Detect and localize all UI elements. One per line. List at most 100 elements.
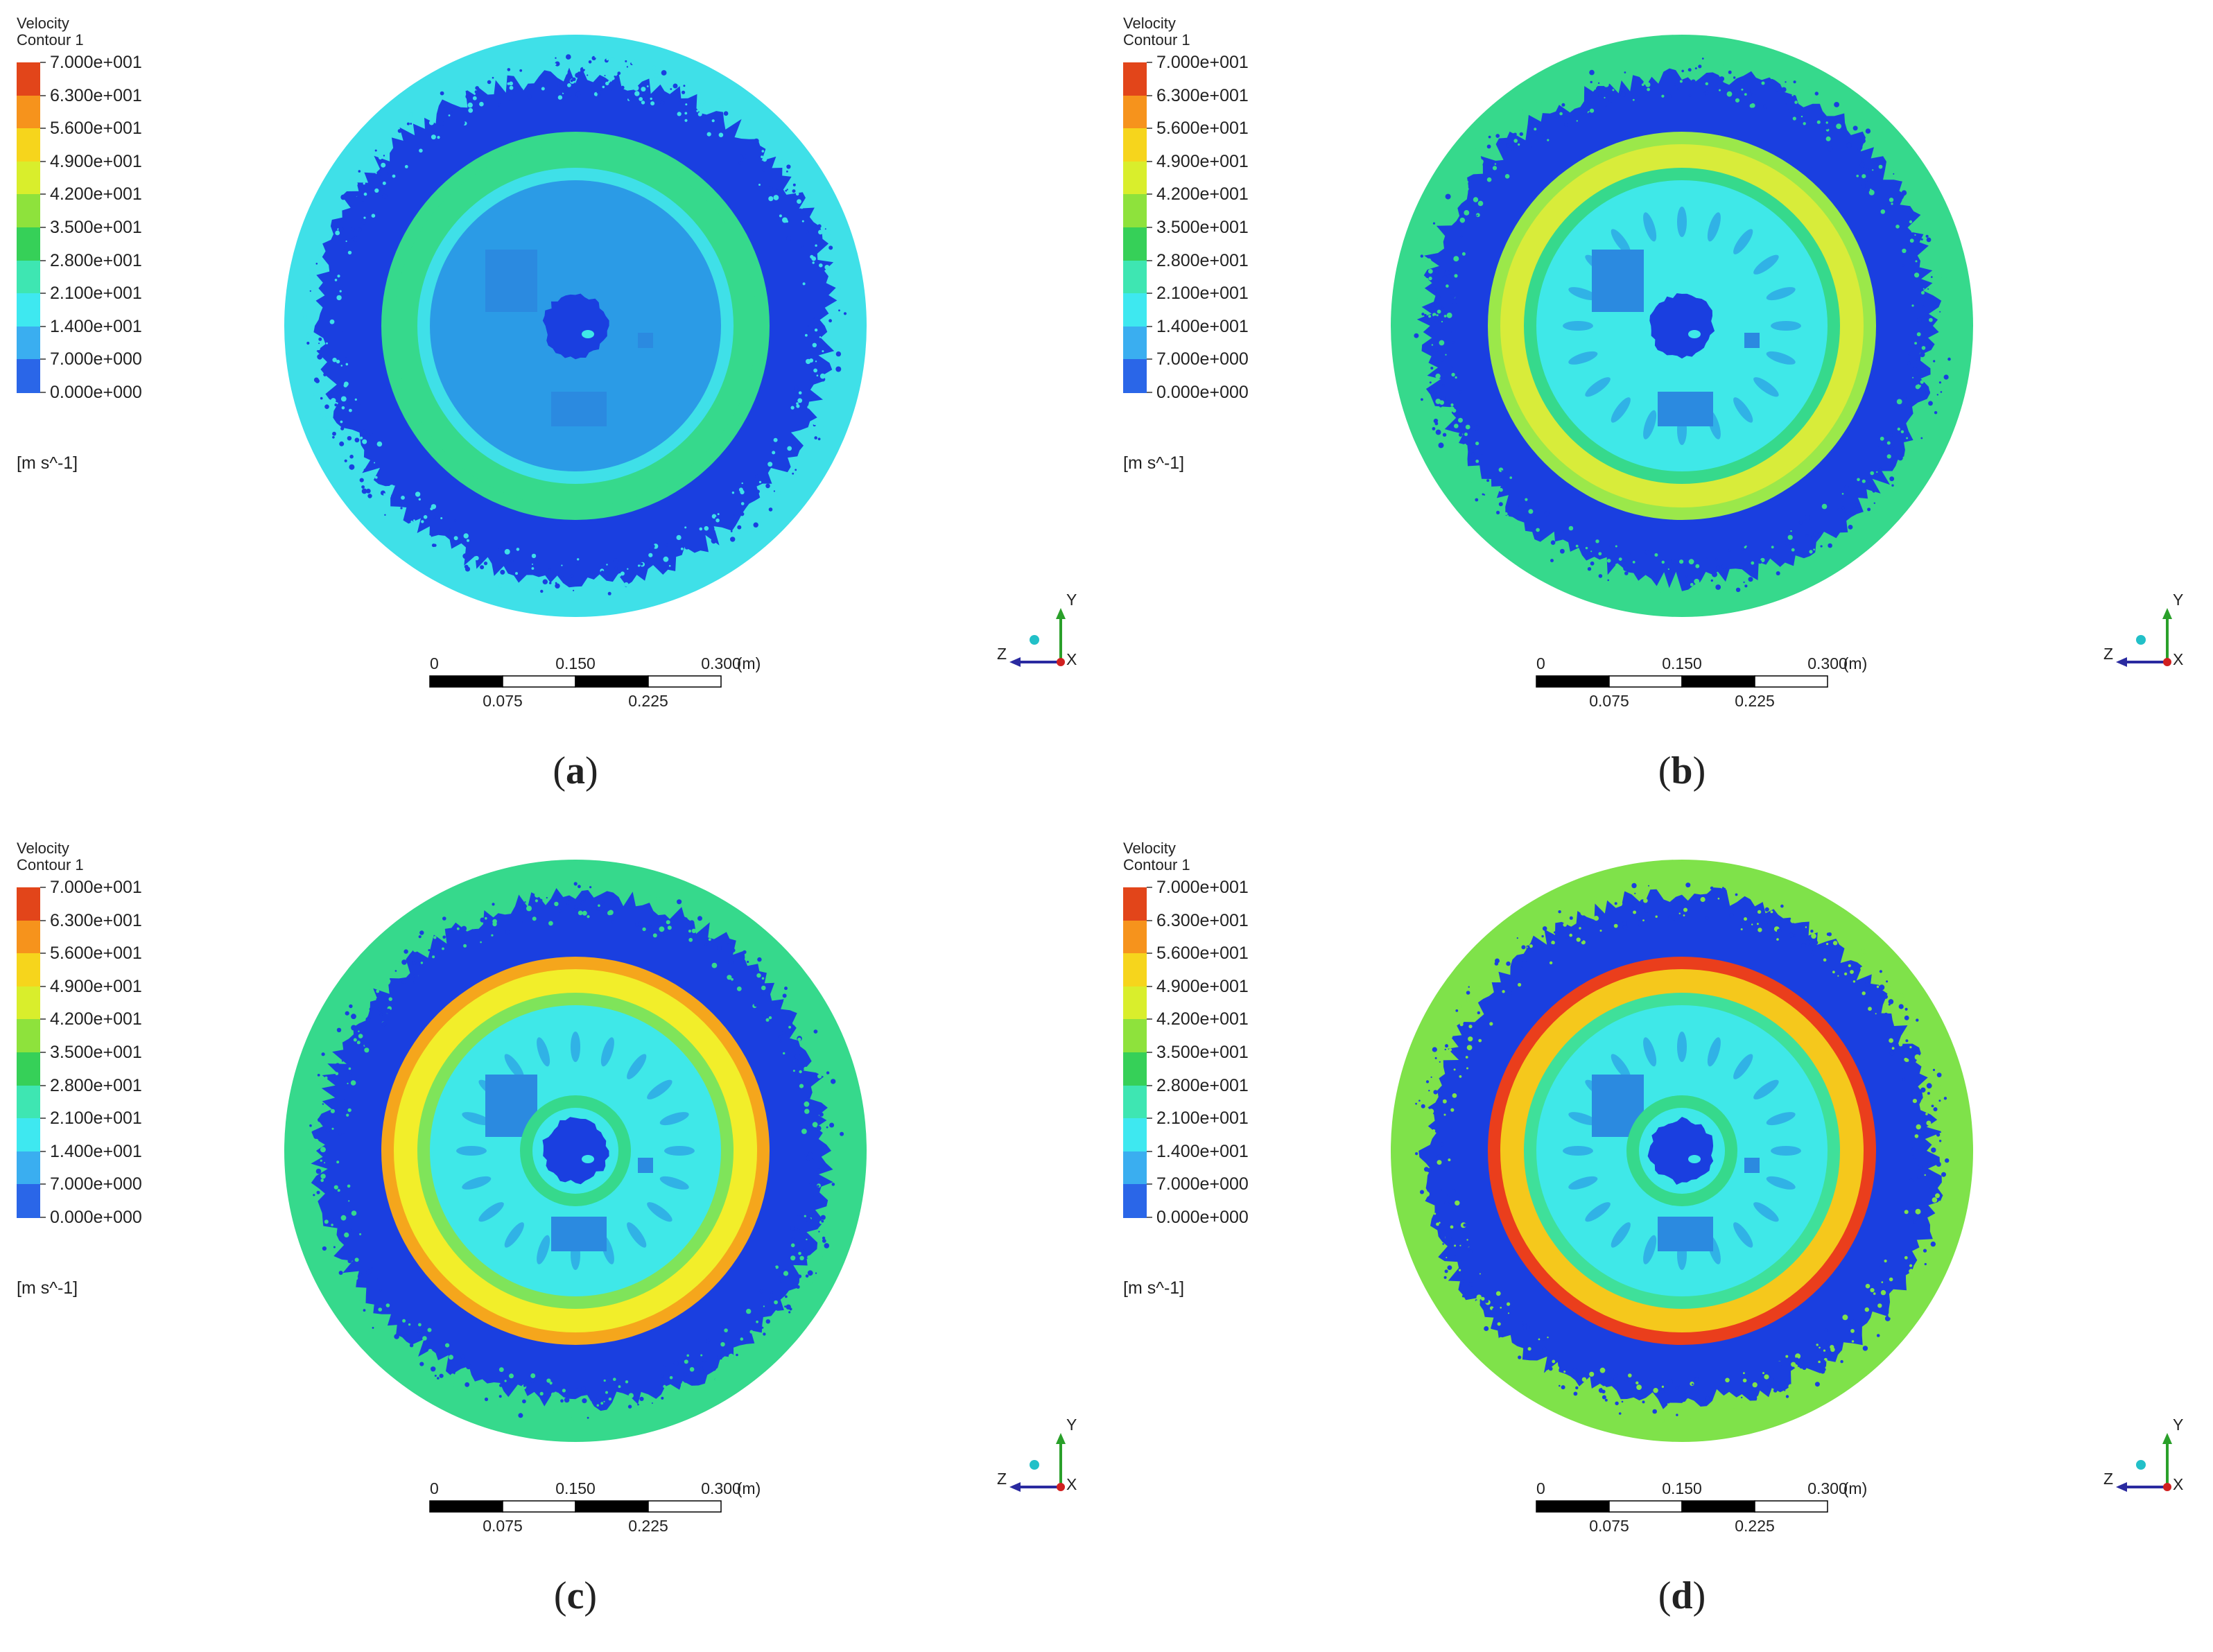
speckle <box>714 528 717 531</box>
speckle <box>708 938 711 941</box>
speckle <box>1436 1222 1439 1226</box>
speckle <box>1615 564 1617 566</box>
speckle <box>363 469 366 471</box>
speckle <box>1420 254 1423 258</box>
tick-label: 7.000e+001 <box>50 878 142 897</box>
speckle <box>641 87 646 92</box>
speckle <box>779 214 782 218</box>
speckle <box>1435 271 1439 275</box>
speckle <box>587 915 590 919</box>
speckle <box>1453 1068 1456 1071</box>
speckle <box>358 1034 363 1038</box>
blade-spot <box>1563 1146 1593 1156</box>
colorbar-segment <box>17 1184 40 1218</box>
speckle <box>582 1398 587 1404</box>
speckle <box>1897 427 1900 431</box>
speckle <box>371 214 376 218</box>
speckle <box>1916 358 1918 361</box>
speckle <box>346 1246 349 1249</box>
speckle <box>1464 210 1470 216</box>
speckle <box>1690 582 1694 586</box>
speckle <box>554 1391 557 1395</box>
speckle <box>799 1255 804 1260</box>
speckle <box>1927 1163 1932 1168</box>
speckle <box>1899 993 1904 998</box>
speckle <box>404 141 407 144</box>
speckle <box>560 1399 564 1403</box>
speckle <box>1465 424 1470 430</box>
view-sphere-icon <box>1030 635 1039 645</box>
speckle <box>1880 1265 1883 1268</box>
speckle <box>349 454 354 459</box>
speckle <box>1549 961 1553 965</box>
speckle <box>514 1396 519 1401</box>
speckle <box>1906 403 1911 408</box>
speckle <box>1459 1075 1462 1078</box>
speckle <box>711 119 715 123</box>
tick-mark <box>40 1217 46 1218</box>
speckle <box>809 377 815 383</box>
speckle <box>1561 103 1565 107</box>
speckle <box>1820 1368 1825 1374</box>
blade-spot <box>478 1202 504 1222</box>
x-axis-label: X <box>1066 650 1077 668</box>
speckle <box>1685 575 1688 577</box>
speckle <box>1454 1110 1457 1112</box>
speckle <box>1460 446 1466 452</box>
speckle <box>814 406 819 410</box>
speckle <box>1502 990 1505 993</box>
speckle <box>1501 1348 1504 1351</box>
speckle <box>781 1030 786 1036</box>
speckle <box>566 896 571 901</box>
speckle <box>1451 372 1455 377</box>
scale-label: 0.150 <box>1662 1479 1702 1497</box>
speckle <box>1466 480 1473 487</box>
scale-segment <box>1681 675 1755 688</box>
speckle <box>1891 166 1894 170</box>
colorbar-segment <box>1123 1019 1147 1053</box>
speckle <box>378 155 383 160</box>
speckle <box>555 582 557 584</box>
speckle <box>516 548 520 551</box>
speckle <box>582 1388 586 1393</box>
speckle <box>593 582 598 587</box>
speckle <box>361 485 365 489</box>
speckle <box>320 1179 324 1182</box>
speckle <box>410 123 413 125</box>
speckle <box>770 1291 774 1294</box>
speckle <box>379 1289 382 1292</box>
speckle <box>1865 128 1871 134</box>
speckle <box>1478 1038 1482 1043</box>
speckle <box>749 1330 754 1334</box>
speckle <box>816 374 819 376</box>
speckle <box>700 1354 703 1357</box>
speckle <box>715 518 720 523</box>
hub-spot <box>1688 330 1701 338</box>
scale-segment <box>1608 1500 1683 1513</box>
scale-label: 0.075 <box>1589 692 1629 710</box>
speckle <box>773 437 778 442</box>
speckle <box>812 1122 818 1128</box>
speckle <box>1432 390 1437 394</box>
blade-spot <box>1771 1146 1801 1156</box>
speckle <box>1810 1361 1813 1364</box>
tick-mark <box>40 293 46 295</box>
speckle <box>813 1195 815 1197</box>
speckle <box>1902 206 1907 210</box>
speckle <box>755 474 759 478</box>
x-axis-label: X <box>2173 650 2183 668</box>
speckle <box>1834 1341 1838 1346</box>
speckle <box>1575 1386 1579 1390</box>
speckle <box>1938 1179 1941 1181</box>
speckle <box>381 162 386 168</box>
speckle <box>473 113 475 115</box>
speckle <box>1733 76 1736 79</box>
speckle <box>369 989 372 992</box>
speckle <box>519 905 524 910</box>
speckle <box>1572 1367 1578 1373</box>
speckle <box>338 1133 342 1136</box>
speckle <box>1453 1296 1457 1299</box>
speckle <box>349 1004 353 1009</box>
speckle <box>1902 248 1907 253</box>
speckle <box>1705 82 1708 86</box>
